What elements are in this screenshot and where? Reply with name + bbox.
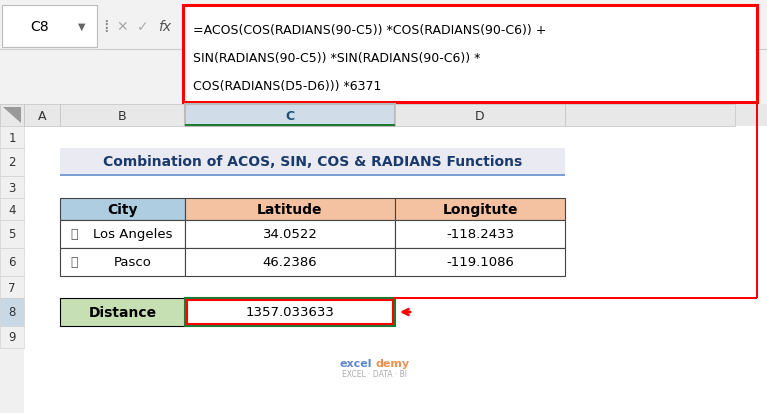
Polygon shape (3, 108, 21, 124)
Bar (185, 221, 395, 248)
Text: A: A (38, 109, 46, 122)
Text: 1357.033633: 1357.033633 (245, 306, 334, 319)
Bar (0, 127, 24, 413)
Text: City: City (107, 202, 138, 216)
Text: 凸: 凸 (71, 256, 77, 269)
Bar (565, 105, 735, 127)
Bar (394, 297, 757, 299)
Bar (60, 149, 565, 177)
Text: Los Angeles: Los Angeles (93, 228, 173, 241)
Text: 4: 4 (8, 203, 16, 216)
Text: fx: fx (159, 20, 172, 34)
Text: 5: 5 (8, 228, 15, 241)
Text: EXCEL · DATA · BI: EXCEL · DATA · BI (341, 370, 407, 379)
Text: SIN(RADIANS(90-C5)) *SIN(RADIANS(90-C6)) *: SIN(RADIANS(90-C5)) *SIN(RADIANS(90-C6))… (193, 52, 480, 65)
Bar (60, 174, 565, 177)
Bar (395, 105, 565, 127)
Bar (185, 105, 395, 127)
Text: ✕: ✕ (116, 20, 128, 34)
Bar (24, 105, 60, 127)
Bar (0, 221, 24, 248)
Bar (0, 105, 767, 127)
Bar (756, 103, 758, 298)
Bar (60, 199, 185, 221)
Text: Longitute: Longitute (443, 202, 518, 216)
Text: 2: 2 (8, 156, 16, 169)
Text: 6: 6 (8, 256, 16, 269)
Bar (0, 298, 24, 326)
Text: C8: C8 (31, 20, 49, 34)
Bar (185, 298, 395, 326)
Bar (0, 199, 24, 221)
Text: 46.2386: 46.2386 (262, 256, 318, 269)
Bar (0, 0, 767, 105)
Bar (0, 149, 24, 177)
Text: B: B (118, 109, 127, 122)
Text: Pasco: Pasco (114, 256, 151, 269)
Bar (185, 199, 395, 221)
Text: =ACOS(COS(RADIANS(90-C5)) *COS(RADIANS(90-C6)) +: =ACOS(COS(RADIANS(90-C5)) *COS(RADIANS(9… (193, 24, 546, 37)
Text: 凸: 凸 (71, 228, 77, 241)
Bar (60, 221, 185, 248)
Text: ▼: ▼ (78, 22, 86, 32)
Bar (0, 326, 24, 348)
Text: ✓: ✓ (137, 20, 149, 34)
Bar (60, 298, 185, 326)
Text: demy: demy (376, 358, 410, 368)
Text: D: D (476, 109, 485, 122)
Text: -119.1086: -119.1086 (446, 256, 514, 269)
Bar (185, 125, 395, 127)
Text: excel: excel (340, 358, 372, 368)
Text: Combination of ACOS, SIN, COS & RADIANS Functions: Combination of ACOS, SIN, COS & RADIANS … (103, 154, 522, 169)
Text: 7: 7 (8, 281, 16, 294)
Bar (183, 6, 757, 103)
Bar (0, 105, 767, 413)
Bar (185, 248, 395, 276)
Bar (187, 300, 393, 324)
Bar (0, 177, 24, 199)
Text: Latitude: Latitude (257, 202, 323, 216)
Bar (0, 127, 24, 149)
Bar (395, 199, 565, 221)
Bar (0, 248, 24, 276)
Bar (60, 248, 185, 276)
Text: 8: 8 (8, 306, 15, 319)
Text: C: C (285, 109, 295, 122)
Bar (395, 248, 565, 276)
Text: Distance: Distance (88, 305, 156, 319)
Text: 9: 9 (8, 331, 16, 344)
Text: COS(RADIANS(D5-D6))) *6371: COS(RADIANS(D5-D6))) *6371 (193, 80, 381, 93)
Bar (2, 6, 97, 48)
Text: 1: 1 (8, 131, 16, 144)
Bar (60, 105, 185, 127)
Text: -118.2433: -118.2433 (446, 228, 514, 241)
Text: 3: 3 (8, 181, 15, 194)
Text: 34.0522: 34.0522 (262, 228, 318, 241)
Text: ⁞: ⁞ (103, 18, 109, 36)
Bar (395, 221, 565, 248)
Bar (0, 105, 24, 127)
Bar (0, 276, 24, 298)
